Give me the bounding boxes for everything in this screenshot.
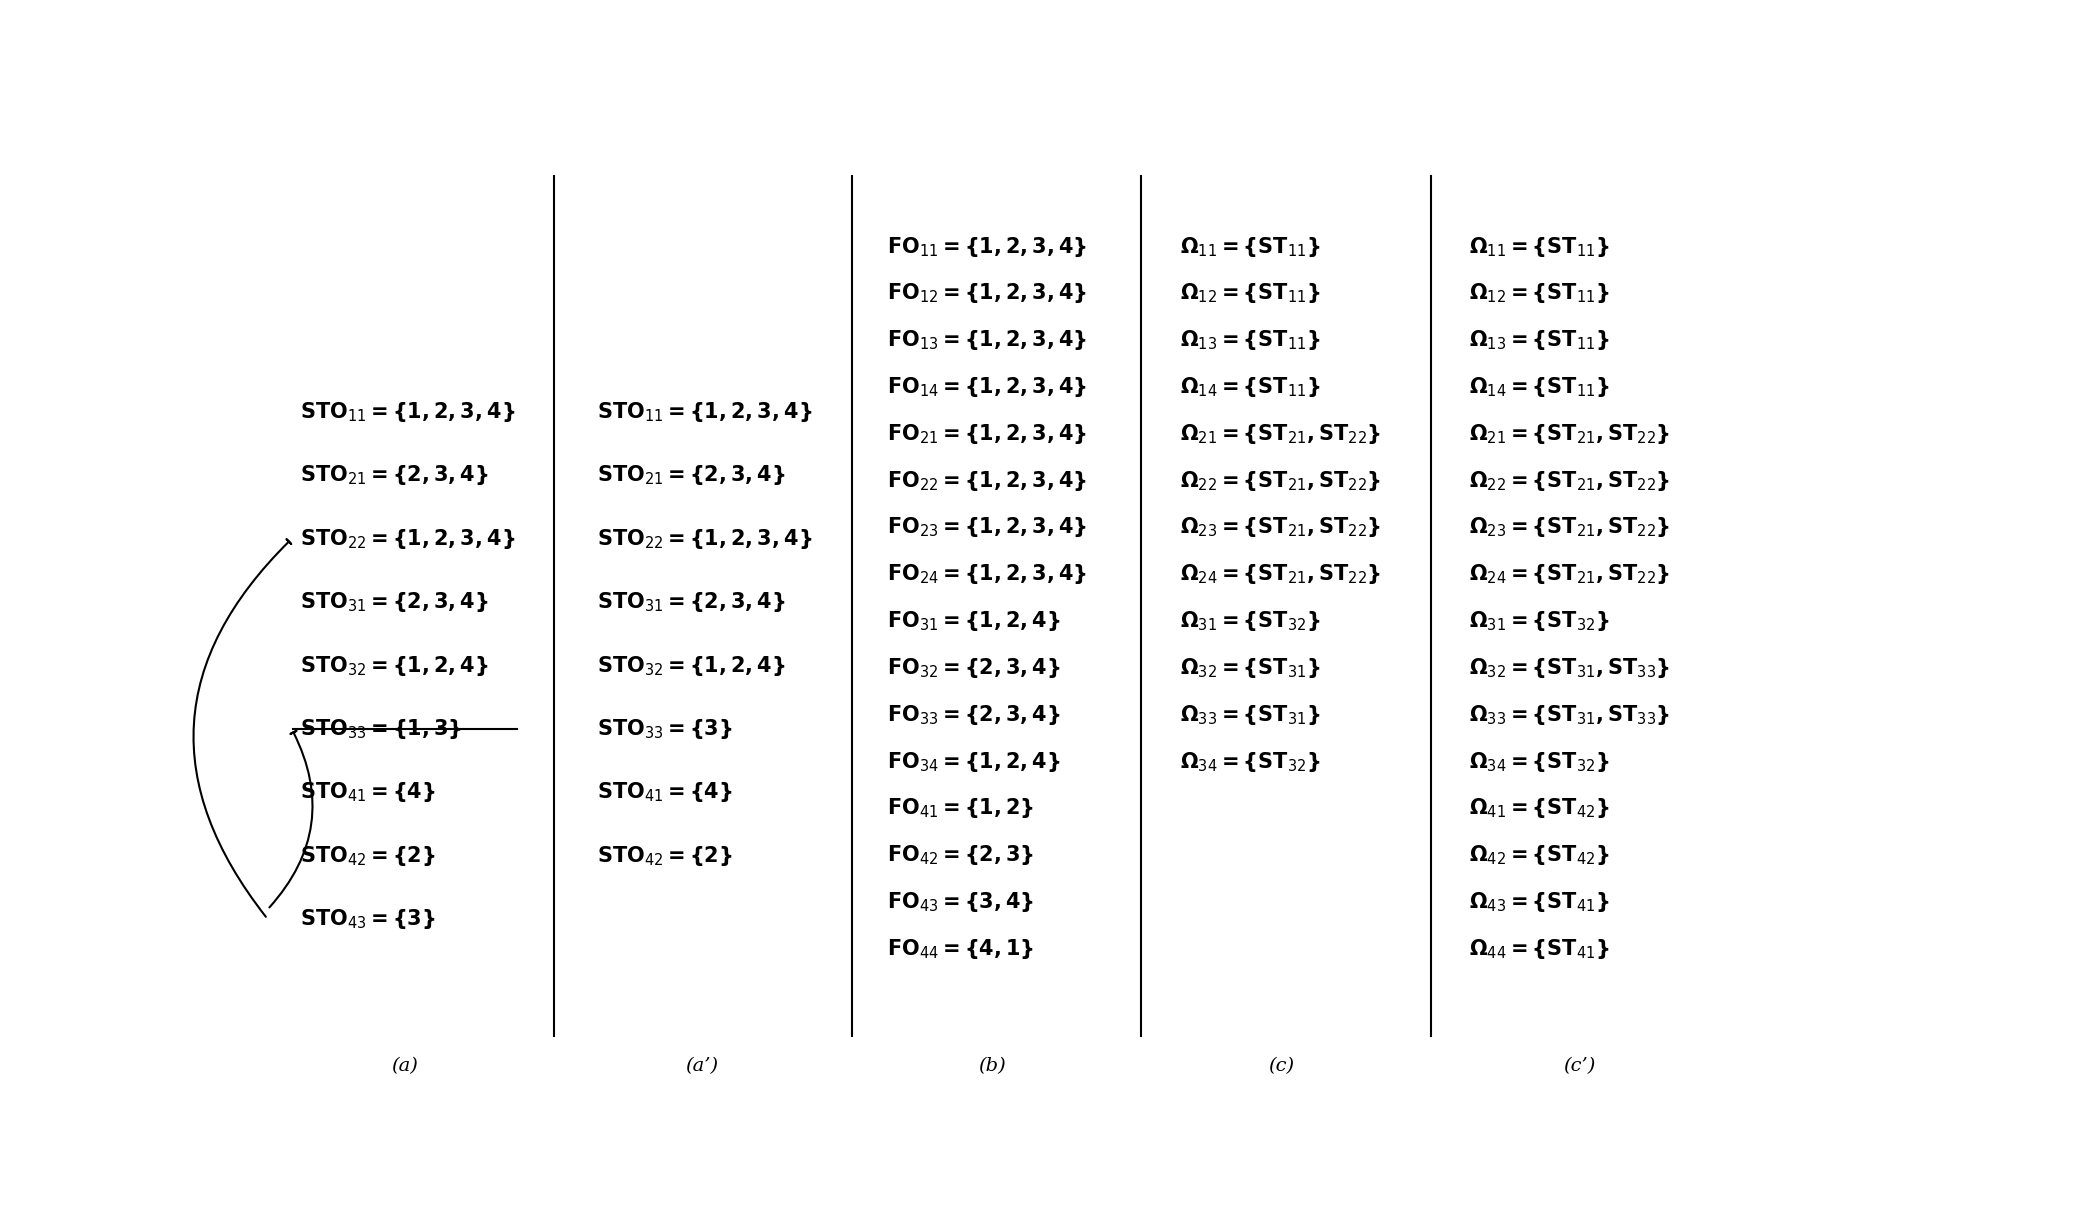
Text: $\mathbf{STO}_{32}\mathbf{=\{1,2,4\}}$: $\mathbf{STO}_{32}\mathbf{=\{1,2,4\}}$ — [598, 653, 787, 678]
Text: $\mathbf{\Omega}_{43}\mathbf{=\{ST}_{41}\mathbf{\}}$: $\mathbf{\Omega}_{43}\mathbf{=\{ST}_{41}… — [1470, 890, 1611, 914]
Text: $\mathbf{STO}_{42}\mathbf{=\{2\}}$: $\mathbf{STO}_{42}\mathbf{=\{2\}}$ — [299, 844, 436, 868]
Text: (b): (b) — [978, 1057, 1005, 1076]
Text: $\mathbf{\Omega}_{44}\mathbf{=\{ST}_{41}\mathbf{\}}$: $\mathbf{\Omega}_{44}\mathbf{=\{ST}_{41}… — [1470, 937, 1611, 960]
Text: $\mathbf{\Omega}_{31}\mathbf{=\{ST}_{32}\mathbf{\}}$: $\mathbf{\Omega}_{31}\mathbf{=\{ST}_{32}… — [1470, 609, 1611, 634]
Text: $\mathbf{FO}_{31}\mathbf{=\{1,2,4\}}$: $\mathbf{FO}_{31}\mathbf{=\{1,2,4\}}$ — [886, 609, 1061, 634]
Text: $\mathbf{\Omega}_{31}\mathbf{=\{ST}_{32}\mathbf{\}}$: $\mathbf{\Omega}_{31}\mathbf{=\{ST}_{32}… — [1179, 609, 1320, 634]
Text: $\mathbf{\Omega}_{14}\mathbf{=\{ST}_{11}\mathbf{\}}$: $\mathbf{\Omega}_{14}\mathbf{=\{ST}_{11}… — [1179, 375, 1320, 399]
Text: $\mathbf{FO}_{43}\mathbf{=\{3,4\}}$: $\mathbf{FO}_{43}\mathbf{=\{3,4\}}$ — [886, 890, 1034, 914]
Text: $\mathbf{\Omega}_{24}\mathbf{=\{ST}_{21}\mathbf{,ST}_{22}\mathbf{\}}$: $\mathbf{\Omega}_{24}\mathbf{=\{ST}_{21}… — [1470, 562, 1671, 586]
Text: $\mathbf{\Omega}_{22}\mathbf{=\{ST}_{21}\mathbf{,ST}_{22}\mathbf{\}}$: $\mathbf{\Omega}_{22}\mathbf{=\{ST}_{21}… — [1470, 469, 1671, 492]
Text: $\mathbf{\Omega}_{34}\mathbf{=\{ST}_{32}\mathbf{\}}$: $\mathbf{\Omega}_{34}\mathbf{=\{ST}_{32}… — [1470, 749, 1611, 774]
Text: $\mathbf{STO}_{32}\mathbf{=\{1,2,4\}}$: $\mathbf{STO}_{32}\mathbf{=\{1,2,4\}}$ — [299, 653, 488, 678]
Text: $\mathbf{FO}_{21}\mathbf{=\{1,2,3,4\}}$: $\mathbf{FO}_{21}\mathbf{=\{1,2,3,4\}}$ — [886, 422, 1088, 446]
Text: $\mathbf{\Omega}_{14}\mathbf{=\{ST}_{11}\mathbf{\}}$: $\mathbf{\Omega}_{14}\mathbf{=\{ST}_{11}… — [1470, 375, 1611, 399]
Text: $\mathbf{\Omega}_{24}\mathbf{=\{ST}_{21}\mathbf{,ST}_{22}\mathbf{\}}$: $\mathbf{\Omega}_{24}\mathbf{=\{ST}_{21}… — [1179, 562, 1381, 586]
Text: $\mathbf{STO}_{21}\mathbf{=\{2,3,4\}}$: $\mathbf{STO}_{21}\mathbf{=\{2,3,4\}}$ — [299, 463, 488, 488]
Text: $\mathbf{FO}_{22}\mathbf{=\{1,2,3,4\}}$: $\mathbf{FO}_{22}\mathbf{=\{1,2,3,4\}}$ — [886, 469, 1088, 492]
Text: $\mathbf{STO}_{11}\mathbf{=\{1,2,3,4\}}$: $\mathbf{STO}_{11}\mathbf{=\{1,2,3,4\}}$ — [299, 400, 515, 424]
Text: $\mathbf{\Omega}_{41}\mathbf{=\{ST}_{42}\mathbf{\}}$: $\mathbf{\Omega}_{41}\mathbf{=\{ST}_{42}… — [1470, 796, 1611, 820]
Text: $\mathbf{FO}_{34}\mathbf{=\{1,2,4\}}$: $\mathbf{FO}_{34}\mathbf{=\{1,2,4\}}$ — [886, 749, 1061, 774]
Text: $\mathbf{FO}_{44}\mathbf{=\{4,1\}}$: $\mathbf{FO}_{44}\mathbf{=\{4,1\}}$ — [886, 937, 1034, 960]
Text: $\mathbf{\Omega}_{32}\mathbf{=\{ST}_{31}\mathbf{\}}$: $\mathbf{\Omega}_{32}\mathbf{=\{ST}_{31}… — [1179, 656, 1320, 680]
Text: $\mathbf{\Omega}_{32}\mathbf{=\{ST}_{31}\mathbf{,ST}_{33}\mathbf{\}}$: $\mathbf{\Omega}_{32}\mathbf{=\{ST}_{31}… — [1470, 656, 1671, 680]
Text: $\mathbf{\Omega}_{21}\mathbf{=\{ST}_{21}\mathbf{,ST}_{22}\mathbf{\}}$: $\mathbf{\Omega}_{21}\mathbf{=\{ST}_{21}… — [1179, 422, 1381, 446]
Text: $\mathbf{FO}_{41}\mathbf{=\{1,2\}}$: $\mathbf{FO}_{41}\mathbf{=\{1,2\}}$ — [886, 796, 1034, 820]
Text: $\mathbf{STO}_{21}\mathbf{=\{2,3,4\}}$: $\mathbf{STO}_{21}\mathbf{=\{2,3,4\}}$ — [598, 463, 787, 488]
Text: $\mathbf{STO}_{31}\mathbf{=\{2,3,4\}}$: $\mathbf{STO}_{31}\mathbf{=\{2,3,4\}}$ — [598, 591, 787, 614]
Text: $\mathbf{STO}_{22}\mathbf{=\{1,2,3,4\}}$: $\mathbf{STO}_{22}\mathbf{=\{1,2,3,4\}}$ — [598, 527, 812, 551]
Text: (c): (c) — [1268, 1057, 1293, 1076]
Text: $\mathbf{FO}_{33}\mathbf{=\{2,3,4\}}$: $\mathbf{FO}_{33}\mathbf{=\{2,3,4\}}$ — [886, 702, 1061, 727]
Text: $\mathbf{\Omega}_{12}\mathbf{=\{ST}_{11}\mathbf{\}}$: $\mathbf{\Omega}_{12}\mathbf{=\{ST}_{11}… — [1470, 281, 1611, 306]
Text: $\mathbf{\Omega}_{33}\mathbf{=\{ST}_{31}\mathbf{\}}$: $\mathbf{\Omega}_{33}\mathbf{=\{ST}_{31}… — [1179, 702, 1320, 727]
Text: $\mathbf{\Omega}_{23}\mathbf{=\{ST}_{21}\mathbf{,ST}_{22}\mathbf{\}}$: $\mathbf{\Omega}_{23}\mathbf{=\{ST}_{21}… — [1470, 516, 1671, 539]
Text: $\mathbf{\Omega}_{22}\mathbf{=\{ST}_{21}\mathbf{,ST}_{22}\mathbf{\}}$: $\mathbf{\Omega}_{22}\mathbf{=\{ST}_{21}… — [1179, 469, 1381, 492]
Text: (c’): (c’) — [1563, 1057, 1594, 1076]
Text: $\mathbf{FO}_{14}\mathbf{=\{1,2,3,4\}}$: $\mathbf{FO}_{14}\mathbf{=\{1,2,3,4\}}$ — [886, 375, 1088, 399]
Text: $\mathbf{\Omega}_{13}\mathbf{=\{ST}_{11}\mathbf{\}}$: $\mathbf{\Omega}_{13}\mathbf{=\{ST}_{11}… — [1470, 328, 1611, 352]
Text: $\mathbf{\Omega}_{11}\mathbf{=\{ST}_{11}\mathbf{\}}$: $\mathbf{\Omega}_{11}\mathbf{=\{ST}_{11}… — [1470, 235, 1611, 259]
Text: $\mathbf{STO}_{31}\mathbf{=\{2,3,4\}}$: $\mathbf{STO}_{31}\mathbf{=\{2,3,4\}}$ — [299, 591, 488, 614]
Text: $\mathbf{\Omega}_{23}\mathbf{=\{ST}_{21}\mathbf{,ST}_{22}\mathbf{\}}$: $\mathbf{\Omega}_{23}\mathbf{=\{ST}_{21}… — [1179, 516, 1381, 539]
Text: $\mathbf{FO}_{13}\mathbf{=\{1,2,3,4\}}$: $\mathbf{FO}_{13}\mathbf{=\{1,2,3,4\}}$ — [886, 328, 1088, 352]
Text: $\mathbf{\Omega}_{34}\mathbf{=\{ST}_{32}\mathbf{\}}$: $\mathbf{\Omega}_{34}\mathbf{=\{ST}_{32}… — [1179, 749, 1320, 774]
Text: $\mathbf{\Omega}_{12}\mathbf{=\{ST}_{11}\mathbf{\}}$: $\mathbf{\Omega}_{12}\mathbf{=\{ST}_{11}… — [1179, 281, 1320, 306]
Text: (a’): (a’) — [685, 1057, 718, 1076]
Text: $\mathbf{FO}_{12}\mathbf{=\{1,2,3,4\}}$: $\mathbf{FO}_{12}\mathbf{=\{1,2,3,4\}}$ — [886, 281, 1088, 306]
Text: $\mathbf{FO}_{32}\mathbf{=\{2,3,4\}}$: $\mathbf{FO}_{32}\mathbf{=\{2,3,4\}}$ — [886, 656, 1061, 680]
Text: $\mathbf{STO}_{42}\mathbf{=\{2\}}$: $\mathbf{STO}_{42}\mathbf{=\{2\}}$ — [598, 844, 733, 868]
Text: $\mathbf{STO}_{11}\mathbf{=\{1,2,3,4\}}$: $\mathbf{STO}_{11}\mathbf{=\{1,2,3,4\}}$ — [598, 400, 812, 424]
Text: (a): (a) — [390, 1057, 417, 1076]
Text: $\mathbf{STO}_{41}\mathbf{=\{4\}}$: $\mathbf{STO}_{41}\mathbf{=\{4\}}$ — [299, 780, 436, 804]
Text: $\mathbf{STO}_{43}\mathbf{=\{3\}}$: $\mathbf{STO}_{43}\mathbf{=\{3\}}$ — [299, 907, 436, 931]
Text: $\mathbf{\Omega}_{42}\mathbf{=\{ST}_{42}\mathbf{\}}$: $\mathbf{\Omega}_{42}\mathbf{=\{ST}_{42}… — [1470, 844, 1611, 867]
Text: $\mathbf{FO}_{23}\mathbf{=\{1,2,3,4\}}$: $\mathbf{FO}_{23}\mathbf{=\{1,2,3,4\}}$ — [886, 516, 1088, 539]
Text: $\mathbf{FO}_{24}\mathbf{=\{1,2,3,4\}}$: $\mathbf{FO}_{24}\mathbf{=\{1,2,3,4\}}$ — [886, 562, 1088, 586]
Text: $\mathbf{STO}_{33}\mathbf{=\{3\}}$: $\mathbf{STO}_{33}\mathbf{=\{3\}}$ — [598, 717, 733, 740]
Text: $\mathbf{\Omega}_{11}\mathbf{=\{ST}_{11}\mathbf{\}}$: $\mathbf{\Omega}_{11}\mathbf{=\{ST}_{11}… — [1179, 235, 1320, 259]
Text: $\mathbf{STO}_{41}\mathbf{=\{4\}}$: $\mathbf{STO}_{41}\mathbf{=\{4\}}$ — [598, 780, 733, 804]
Text: $\mathbf{\Omega}_{13}\mathbf{=\{ST}_{11}\mathbf{\}}$: $\mathbf{\Omega}_{13}\mathbf{=\{ST}_{11}… — [1179, 328, 1320, 352]
Text: $\mathbf{FO}_{42}\mathbf{=\{2,3\}}$: $\mathbf{FO}_{42}\mathbf{=\{2,3\}}$ — [886, 844, 1034, 867]
Text: $\mathbf{STO}_{33}\mathbf{=\{1,3\}}$: $\mathbf{STO}_{33}\mathbf{=\{1,3\}}$ — [299, 717, 463, 740]
Text: $\mathbf{\Omega}_{33}\mathbf{=\{ST}_{31}\mathbf{,ST}_{33}\mathbf{\}}$: $\mathbf{\Omega}_{33}\mathbf{=\{ST}_{31}… — [1470, 702, 1671, 727]
Text: $\mathbf{\Omega}_{21}\mathbf{=\{ST}_{21}\mathbf{,ST}_{22}\mathbf{\}}$: $\mathbf{\Omega}_{21}\mathbf{=\{ST}_{21}… — [1470, 422, 1671, 446]
Text: $\mathbf{STO}_{22}\mathbf{=\{1,2,3,4\}}$: $\mathbf{STO}_{22}\mathbf{=\{1,2,3,4\}}$ — [299, 527, 515, 551]
Text: $\mathbf{FO}_{11}\mathbf{=\{1,2,3,4\}}$: $\mathbf{FO}_{11}\mathbf{=\{1,2,3,4\}}$ — [886, 235, 1088, 259]
